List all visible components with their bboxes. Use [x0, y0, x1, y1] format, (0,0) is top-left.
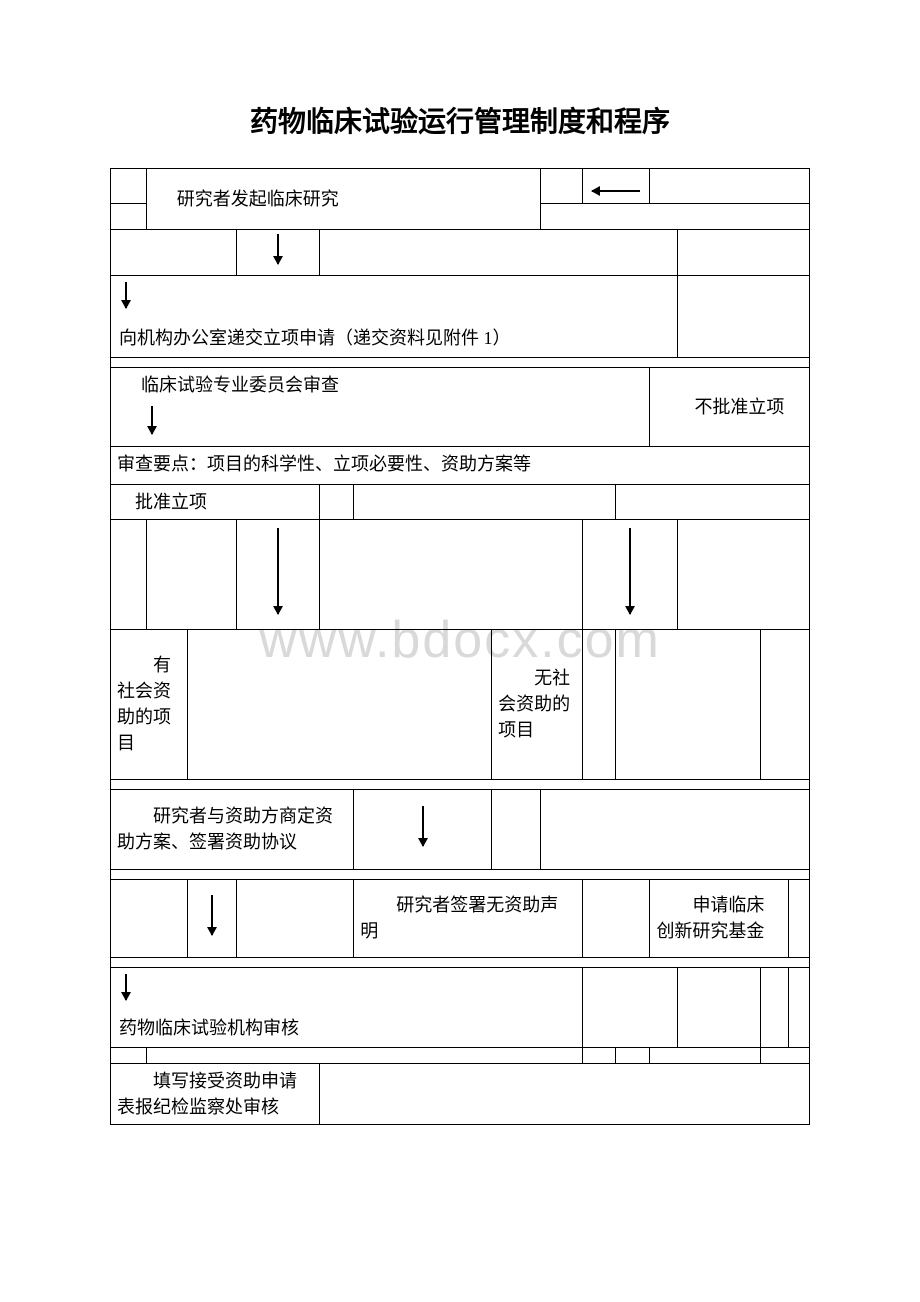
table-row	[111, 869, 810, 879]
node-inst-review: 药物临床试验机构审核	[119, 1015, 574, 1041]
table-row	[111, 957, 810, 967]
node-submit-label: 向机构办公室递交立项申请（递交资料见附件 1）	[119, 325, 669, 351]
node-initiate: 研究者发起临床研究	[146, 169, 540, 230]
table-row: 向机构办公室递交立项申请（递交资料见附件 1）	[111, 276, 810, 358]
table-row: 有社会资助的项目 无社会资助的项目	[111, 629, 810, 779]
node-approve: 批准立项	[111, 484, 320, 519]
arrow-left-icon	[582, 169, 650, 204]
arrow-down-icon	[151, 406, 153, 434]
node-with-funding: 有社会资助的项目	[111, 629, 188, 779]
node-sign-none: 研究者签署无资助声明	[354, 879, 582, 957]
node-apply-fund: 申请临床创新研究基金	[650, 879, 789, 957]
arrow-down-icon	[236, 230, 319, 276]
flowchart-table: 研究者发起临床研究 向机构办公室递交立	[110, 168, 810, 1125]
table-row: 研究者发起临床研究	[111, 169, 810, 204]
arrow-down-icon	[582, 519, 677, 629]
arrow-down-icon	[188, 879, 236, 957]
node-fill-audit: 填写接受资助申请表报纪检监察处审核	[111, 1063, 320, 1124]
arrow-down-icon	[125, 974, 127, 1000]
table-row	[111, 519, 810, 629]
table-row: 研究者与资助方商定资助方案、签署资助协议	[111, 789, 810, 869]
table-row: 研究者签署无资助声明 申请临床创新研究基金	[111, 879, 810, 957]
node-committee: 临床试验专业委员会审查	[141, 372, 643, 398]
table-row: 批准立项	[111, 484, 810, 519]
table-row	[111, 779, 810, 789]
table-row	[111, 358, 810, 368]
arrow-down-icon	[125, 282, 127, 308]
node-reject: 不批准立项	[650, 368, 810, 446]
document-page: 药物临床试验运行管理制度和程序 研究者发起临床研究	[0, 0, 920, 1165]
page-title: 药物临床试验运行管理制度和程序	[110, 100, 810, 140]
table-row: 审查要点：项目的科学性、立项必要性、资助方案等	[111, 446, 810, 484]
table-row	[111, 230, 810, 276]
node-keypoints: 审查要点：项目的科学性、立项必要性、资助方案等	[111, 446, 810, 484]
node-submit: 向机构办公室递交立项申请（递交资料见附件 1）	[111, 276, 678, 358]
table-row	[111, 1047, 810, 1063]
arrow-down-icon	[236, 519, 319, 629]
table-row: 药物临床试验机构审核	[111, 967, 810, 1047]
node-no-funding: 无社会资助的项目	[492, 629, 582, 779]
node-negotiate: 研究者与资助方商定资助方案、签署资助协议	[111, 789, 354, 869]
arrow-down-icon	[354, 789, 492, 869]
table-row: 填写接受资助申请表报纪检监察处审核	[111, 1063, 810, 1124]
